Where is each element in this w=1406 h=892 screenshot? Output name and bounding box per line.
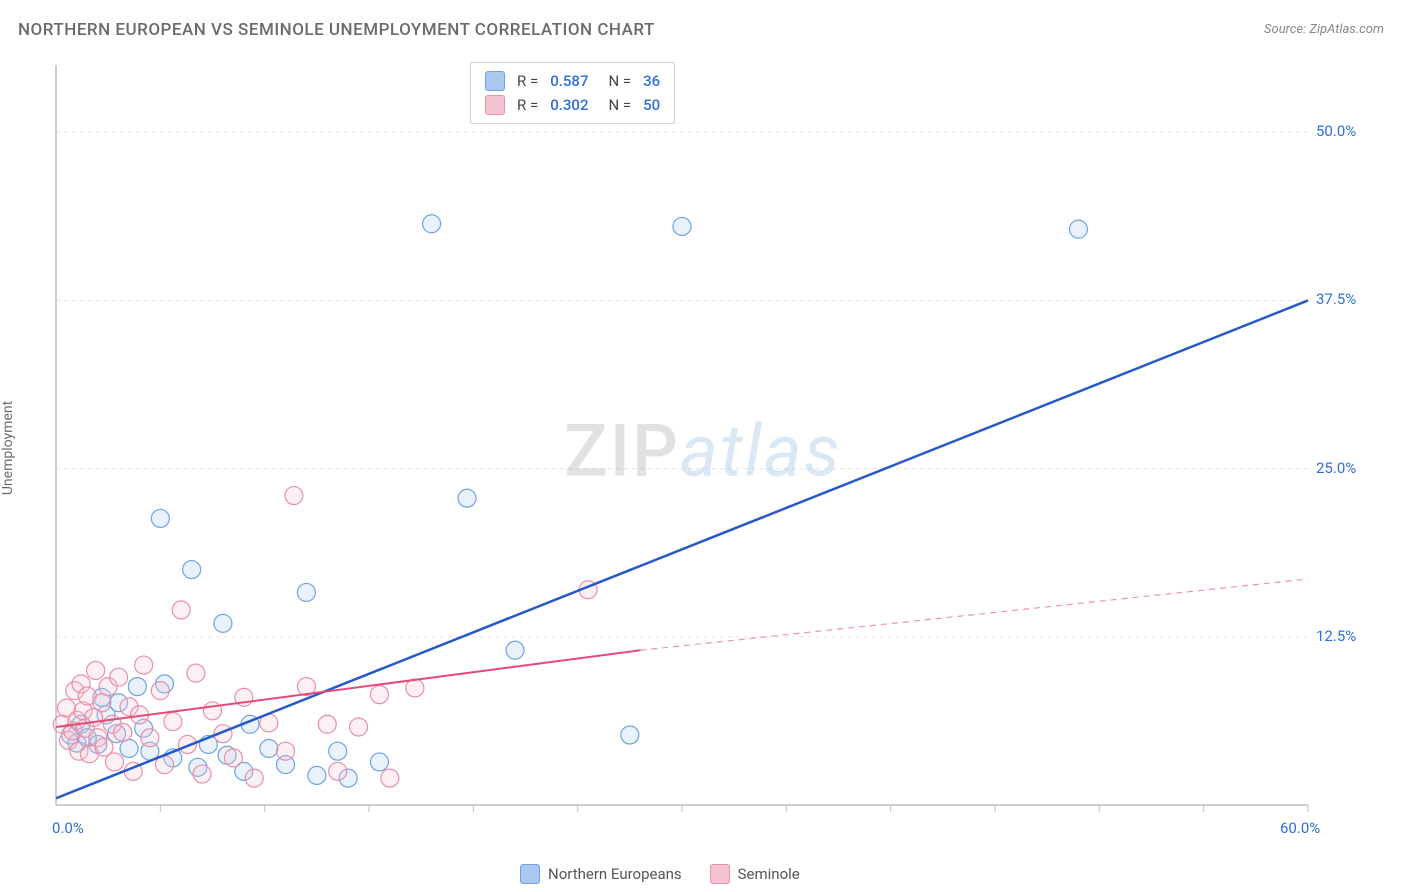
y-tick-label: 12.5% [1316,627,1356,645]
scatter-point [277,742,295,760]
x-tick-label: 0.0% [52,819,84,837]
scatter-point [128,678,146,696]
legend-n-label: N = [608,96,631,114]
scatter-point [329,742,347,760]
legend-swatch [485,95,505,115]
x-tick-label: 60.0% [1280,819,1320,837]
legend-swatch [485,71,505,91]
y-tick-label: 50.0% [1316,122,1356,140]
scatter-point [245,769,263,787]
scatter-point [350,718,368,736]
scatter-point [110,668,128,686]
scatter-point [329,762,347,780]
scatter-point [183,561,201,579]
trend-line [56,300,1308,798]
scatter-point [381,769,399,787]
scatter-point [285,487,303,505]
scatter-plot-svg [48,60,1358,850]
legend-r-label: R = [517,72,538,90]
legend-row: R = 0.587 N = 36 [485,69,660,93]
scatter-point [151,682,169,700]
chart-title: NORTHERN EUROPEAN VS SEMINOLE UNEMPLOYME… [18,20,655,40]
scatter-point [370,753,388,771]
correlation-legend: R = 0.587 N = 36 R = 0.302 N = 50 [470,62,675,124]
scatter-point [621,726,639,744]
scatter-point [93,694,111,712]
scatter-point [187,664,205,682]
scatter-point [120,739,138,757]
legend-n-value: 36 [643,72,660,90]
legend-label: Northern Europeans [548,865,682,883]
scatter-point [224,749,242,767]
scatter-point [141,729,159,747]
scatter-point [1069,220,1087,238]
scatter-point [260,739,278,757]
legend-label: Seminole [738,865,800,883]
scatter-point [135,656,153,674]
scatter-point [164,713,182,731]
legend-item: Northern Europeans [520,864,682,884]
scatter-point [151,509,169,527]
scatter-point [458,489,476,507]
scatter-point [204,702,222,720]
legend-swatch [520,864,540,884]
scatter-point [423,215,441,233]
chart-area: ZIPatlas [48,60,1358,850]
scatter-point [193,765,211,783]
source-attribution: Source: ZipAtlas.com [1264,22,1384,37]
scatter-point [318,715,336,733]
scatter-point [214,614,232,632]
scatter-point [172,601,190,619]
legend-swatch [710,864,730,884]
legend-row: R = 0.302 N = 50 [485,93,660,117]
y-tick-label: 25.0% [1316,459,1356,477]
scatter-point [87,661,105,679]
legend-n-value: 50 [643,96,660,114]
trend-line-dashed [640,579,1308,650]
legend-r-label: R = [517,96,538,114]
series-legend: Northern Europeans Seminole [520,864,800,884]
legend-r-value: 0.587 [550,72,588,90]
scatter-point [297,583,315,601]
legend-r-value: 0.302 [550,96,588,114]
scatter-point [114,723,132,741]
scatter-point [370,686,388,704]
legend-n-label: N = [608,72,631,90]
scatter-point [308,766,326,784]
y-tick-label: 37.5% [1316,290,1356,308]
scatter-point [673,217,691,235]
scatter-point [506,641,524,659]
scatter-point [105,753,123,771]
legend-item: Seminole [710,864,800,884]
y-axis-label: Unemployment [0,401,16,495]
